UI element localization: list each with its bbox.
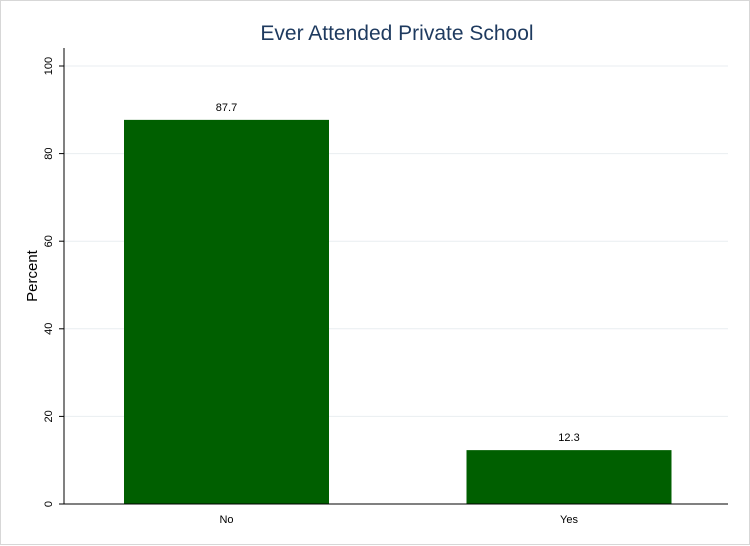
bars	[124, 119, 672, 505]
chart-title: Ever Attended Private School	[260, 22, 533, 45]
data-label-yes: 12.3	[558, 432, 579, 444]
data-label-no: 87.7	[216, 102, 237, 114]
bar-yes	[466, 450, 672, 504]
y-tick-label-100: 100	[43, 57, 55, 75]
y-axis-label: Percent	[24, 249, 41, 302]
x-tick-label-yes: Yes	[560, 514, 578, 526]
x-tick-label-no: No	[219, 514, 233, 526]
data-labels: 87.7 12.3	[216, 102, 580, 444]
bar-no	[124, 119, 329, 505]
y-tick-label-20: 20	[43, 410, 55, 422]
x-categories: No Yes	[219, 514, 578, 526]
y-tick-label-40: 40	[43, 323, 55, 335]
y-tick-label-60: 60	[43, 235, 55, 247]
y-tick-label-0: 0	[43, 501, 55, 507]
y-ticks: 0 20 40 60 80 100	[43, 57, 64, 507]
y-tick-label-80: 80	[43, 147, 55, 159]
